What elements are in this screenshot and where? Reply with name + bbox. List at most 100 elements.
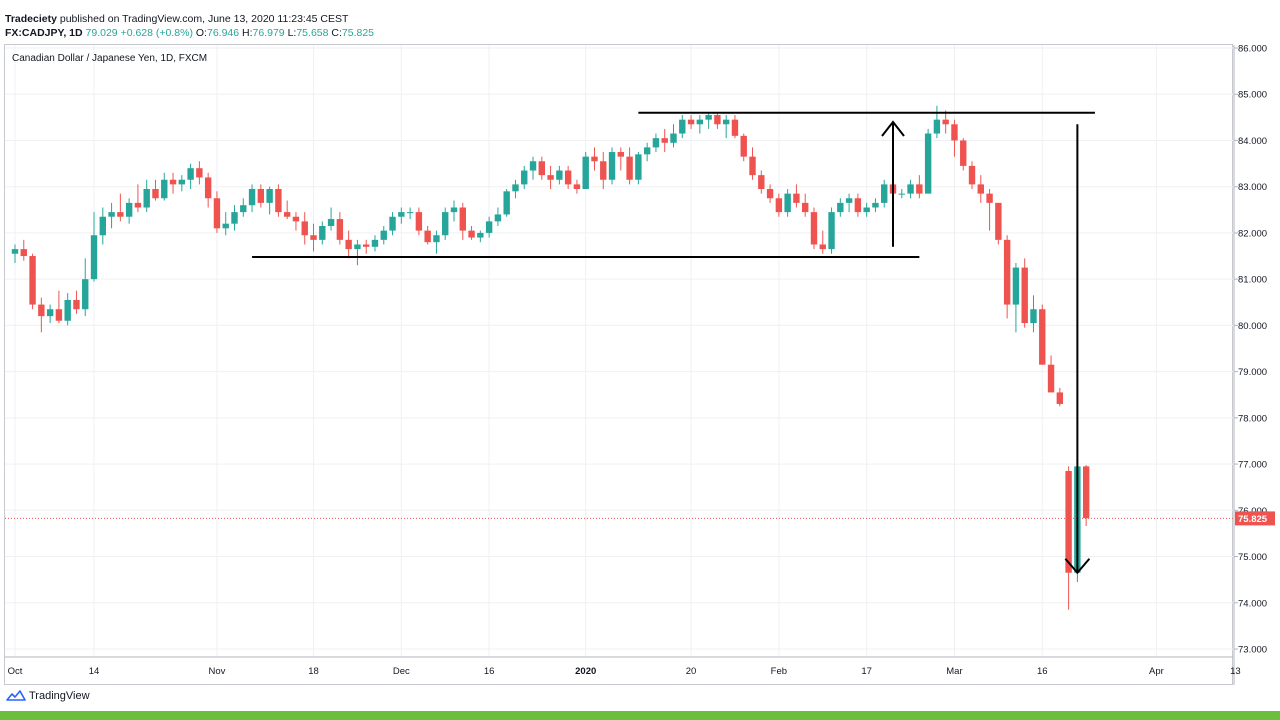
candlestick-chart[interactable]: 86.000 85.000 84.000 83.000 82.000 81.000 80.0… xyxy=(0,0,1280,685)
candle-body-down[interactable] xyxy=(793,193,800,203)
candle-body-up[interactable] xyxy=(898,193,905,195)
candle-body-down[interactable] xyxy=(1047,364,1055,393)
candle-body-up[interactable] xyxy=(1030,309,1037,324)
candle-body-down[interactable] xyxy=(600,161,607,180)
candle-body-up[interactable] xyxy=(187,168,194,180)
candle-body-down[interactable] xyxy=(564,170,572,185)
candle-body-up[interactable] xyxy=(380,230,387,240)
candle-body-up[interactable] xyxy=(46,309,54,317)
candle-body-down[interactable] xyxy=(977,184,984,194)
candle-body-up[interactable] xyxy=(872,202,879,208)
candle-body-up[interactable] xyxy=(521,170,528,185)
candle-body-up[interactable] xyxy=(389,216,396,231)
candle-body-up[interactable] xyxy=(529,161,537,171)
candle-body-up[interactable] xyxy=(881,184,888,203)
candle-body-down[interactable] xyxy=(626,156,633,180)
candle-body-down[interactable] xyxy=(986,193,993,203)
candle-body-up[interactable] xyxy=(608,152,616,180)
candle-body-up[interactable] xyxy=(433,235,440,243)
candle-body-down[interactable] xyxy=(336,219,344,240)
candle-body-up[interactable] xyxy=(11,249,19,254)
candle-body-up[interactable] xyxy=(1012,267,1020,305)
candle-body-down[interactable] xyxy=(257,189,265,203)
candle-body-down[interactable] xyxy=(55,309,63,321)
candle-body-up[interactable] xyxy=(485,221,493,233)
candle-body-down[interactable] xyxy=(714,115,721,125)
candle-body-up[interactable] xyxy=(705,115,712,120)
candle-body-down[interactable] xyxy=(1065,471,1072,573)
candle-body-down[interactable] xyxy=(73,299,80,310)
candle-body-down[interactable] xyxy=(424,230,431,243)
chart-frame[interactable] xyxy=(4,44,1233,685)
candle-body-down[interactable] xyxy=(117,212,124,217)
candle-body-down[interactable] xyxy=(345,239,352,250)
candle-body-up[interactable] xyxy=(64,299,71,321)
candle-body-up[interactable] xyxy=(266,189,273,203)
candle-body-down[interactable] xyxy=(283,212,291,217)
candle-body-down[interactable] xyxy=(213,198,221,229)
candle-body-up[interactable] xyxy=(319,225,326,240)
candle-body-up[interactable] xyxy=(863,207,870,213)
candle-body-up[interactable] xyxy=(635,154,642,180)
candle-body-up[interactable] xyxy=(784,193,791,213)
candle-body-up[interactable] xyxy=(231,212,238,224)
candle-body-down[interactable] xyxy=(617,152,625,157)
candle-body-down[interactable] xyxy=(740,135,747,157)
candle-body-up[interactable] xyxy=(406,212,414,214)
candle-body-down[interactable] xyxy=(468,230,475,238)
candle-body-down[interactable] xyxy=(1003,239,1011,305)
candle-body-down[interactable] xyxy=(661,138,668,143)
tradingview-brand[interactable]: TradingView xyxy=(6,690,90,702)
candle-body-up[interactable] xyxy=(924,133,932,194)
candle-body-up[interactable] xyxy=(371,239,379,247)
publisher-name[interactable]: Tradeciety xyxy=(5,13,57,25)
candle-body-down[interactable] xyxy=(968,165,976,185)
candle-body-down[interactable] xyxy=(819,244,826,250)
candle-body-down[interactable] xyxy=(995,202,1002,240)
candle-body-up[interactable] xyxy=(99,216,106,236)
candle-body-down[interactable] xyxy=(1039,309,1046,365)
candle-body-down[interactable] xyxy=(916,184,923,194)
candle-body-down[interactable] xyxy=(459,207,466,231)
candle-body-up[interactable] xyxy=(828,212,835,250)
candle-body-down[interactable] xyxy=(20,249,27,257)
candle-body-up[interactable] xyxy=(354,244,361,250)
candle-body-down[interactable] xyxy=(731,119,739,136)
candle-body-down[interactable] xyxy=(810,212,818,245)
candle-body-down[interactable] xyxy=(960,140,967,166)
candle-body-down[interactable] xyxy=(802,202,809,213)
candle-body-up[interactable] xyxy=(837,202,844,213)
candle-body-up[interactable] xyxy=(696,119,704,125)
candle-body-up[interactable] xyxy=(248,189,256,206)
symbol-label[interactable]: FX:CADJPY, 1D xyxy=(5,27,83,39)
candle-body-up[interactable] xyxy=(582,156,589,190)
candle-body-down[interactable] xyxy=(310,235,317,240)
candle-body-up[interactable] xyxy=(442,212,449,236)
candle-body-up[interactable] xyxy=(178,179,186,185)
candle-body-down[interactable] xyxy=(204,177,212,199)
candle-body-down[interactable] xyxy=(415,212,423,231)
candle-body-down[interactable] xyxy=(749,156,756,176)
candle-body-down[interactable] xyxy=(1056,392,1064,404)
candle-body-down[interactable] xyxy=(1082,466,1090,519)
candle-body-up[interactable] xyxy=(512,184,519,192)
candle-body-down[interactable] xyxy=(196,168,203,178)
candle-body-down[interactable] xyxy=(29,256,36,305)
candle-body-up[interactable] xyxy=(222,223,229,229)
candle-body-up[interactable] xyxy=(398,212,405,217)
candle-body-down[interactable] xyxy=(363,244,370,247)
candle-body-up[interactable] xyxy=(933,119,941,134)
candle-body-down[interactable] xyxy=(301,221,308,236)
candle-body-down[interactable] xyxy=(538,161,545,176)
candle-body-up[interactable] xyxy=(503,191,510,215)
candle-body-up[interactable] xyxy=(143,189,150,208)
candle-body-down[interactable] xyxy=(591,156,598,162)
candle-body-down[interactable] xyxy=(152,189,159,199)
candle-body-up[interactable] xyxy=(125,202,133,217)
down-arrow-head[interactable] xyxy=(1064,558,1091,575)
up-arrow-head[interactable] xyxy=(881,120,905,137)
candle-body-up[interactable] xyxy=(450,207,458,213)
candle-body-up[interactable] xyxy=(82,279,89,310)
candle-body-down[interactable] xyxy=(758,175,765,190)
candle-body-up[interactable] xyxy=(907,184,914,194)
